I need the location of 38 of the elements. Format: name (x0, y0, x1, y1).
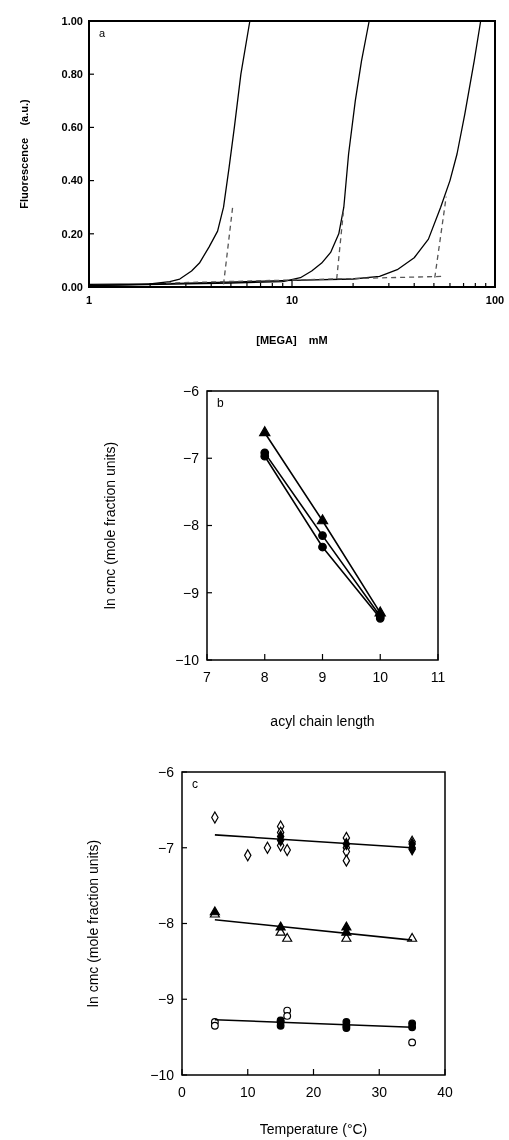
y-tick-label: −7 (183, 450, 200, 467)
x-tick-label: 10 (239, 1084, 256, 1100)
x-tick-label: 20 (305, 1084, 322, 1100)
y-tick-label: 0.00 (61, 280, 83, 293)
y-tick-label: −9 (183, 584, 200, 601)
x-tick-label: 8 (260, 669, 269, 685)
x-tick-label: 7 (203, 669, 212, 685)
y-tick-label: 1.00 (61, 14, 83, 27)
y-tick-label: −9 (158, 991, 175, 1008)
y-tick-label: 0.80 (61, 68, 83, 81)
x-tick-label: 1 (85, 294, 93, 306)
y-tick-label: −8 (183, 517, 200, 534)
x-tick-label: 40 (437, 1084, 453, 1100)
y-tick-label: 0.60 (61, 121, 83, 134)
x-tick-label: 0 (178, 1084, 187, 1100)
annotation: a (99, 27, 106, 39)
y-tick-label: 0.20 (61, 227, 83, 240)
y-tick-label: −10 (175, 651, 200, 668)
x-tick-label: 9 (318, 669, 327, 685)
y-tick-label: −6 (158, 763, 175, 780)
annotation: b (217, 396, 224, 410)
x-tick-label: 100 (485, 294, 505, 306)
y-tick-label: −7 (158, 839, 175, 856)
y-tick-label: 0.40 (61, 174, 83, 187)
x-tick-label: 10 (285, 294, 299, 306)
x-axis-title: Temperature (°C) (259, 1121, 368, 1137)
x-axis-title: [MEGA] mM (256, 334, 328, 346)
y-tick-label: −8 (158, 915, 175, 932)
x-tick-label: 30 (371, 1084, 388, 1100)
y-axis-title: Fluorescence (a.u.) (18, 98, 30, 209)
x-axis-title: acyl chain length (270, 713, 375, 729)
y-axis-title: ln cmc (mole fraction units) (85, 839, 101, 1008)
x-tick-label: 10 (372, 669, 389, 685)
x-tick-label: 11 (430, 669, 446, 685)
y-tick-label: −10 (150, 1066, 175, 1083)
y-tick-label: −6 (183, 382, 200, 399)
annotation: c (192, 777, 198, 791)
y-axis-title: ln cmc (mole fraction units) (102, 441, 118, 610)
